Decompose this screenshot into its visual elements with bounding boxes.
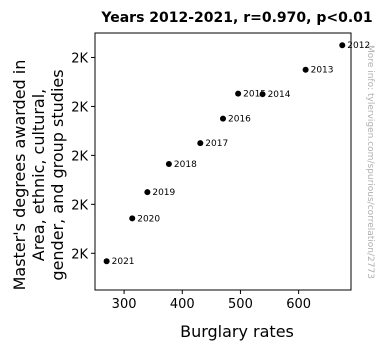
data-point-label-2020: 2020: [137, 214, 160, 224]
x-axis-ticks: 300 400 500 600: [112, 290, 311, 312]
y-axis-label-line-2: Area, ethnic, cultural,: [29, 89, 48, 262]
y-tick-label: 2K: [71, 100, 88, 115]
data-point-label-2014: 2014: [268, 90, 291, 100]
x-axis-label: Burglary rates: [180, 322, 294, 341]
y-axis-ticks: 2K 2K 2K 2K 2K: [71, 51, 95, 262]
x-tick-label: 400: [170, 297, 195, 312]
y-tick-label: 2K: [71, 51, 88, 66]
y-tick-label: 2K: [71, 247, 88, 262]
data-point-label-2017: 2017: [205, 139, 228, 149]
data-point-label-2015: 2015: [243, 90, 266, 100]
data-point-2019: [144, 189, 151, 196]
data-point-2012: [339, 42, 346, 49]
y-tick-label: 2K: [71, 149, 88, 164]
data-point-label-2016: 2016: [228, 115, 251, 125]
data-point-2016: [220, 115, 226, 122]
chart-title: Years 2012-2021, r=0.970, p<0.01: [100, 10, 372, 26]
y-axis-label-line-3: gender, and group studies: [48, 69, 67, 280]
data-point-2021: [103, 258, 110, 265]
data-point-2017: [197, 140, 204, 147]
data-point-label-2021: 2021: [112, 257, 135, 267]
y-axis-label: Master's degrees awarded in Area, ethnic…: [10, 60, 67, 291]
data-point-label-2013: 2013: [311, 66, 334, 76]
y-axis-label-line-1: Master's degrees awarded in: [10, 60, 29, 291]
data-point-2015: [235, 90, 242, 97]
data-point-2014: [259, 91, 266, 98]
data-point-2013: [302, 66, 309, 73]
data-point-2020: [129, 215, 136, 222]
data-point-label-2019: 2019: [152, 188, 175, 198]
data-point-label-2018: 2018: [174, 160, 197, 170]
x-tick-label: 500: [228, 297, 253, 312]
data-point-label-2012: 2012: [347, 41, 370, 51]
data-point-2018: [165, 160, 172, 167]
plot-area-frame: [94, 32, 352, 291]
y-tick-label: 2K: [71, 198, 88, 213]
watermark-text: More info: tylervigen.com/spurious/corre…: [365, 45, 375, 279]
x-tick-label: 600: [286, 297, 311, 312]
x-tick-label: 300: [112, 297, 137, 312]
